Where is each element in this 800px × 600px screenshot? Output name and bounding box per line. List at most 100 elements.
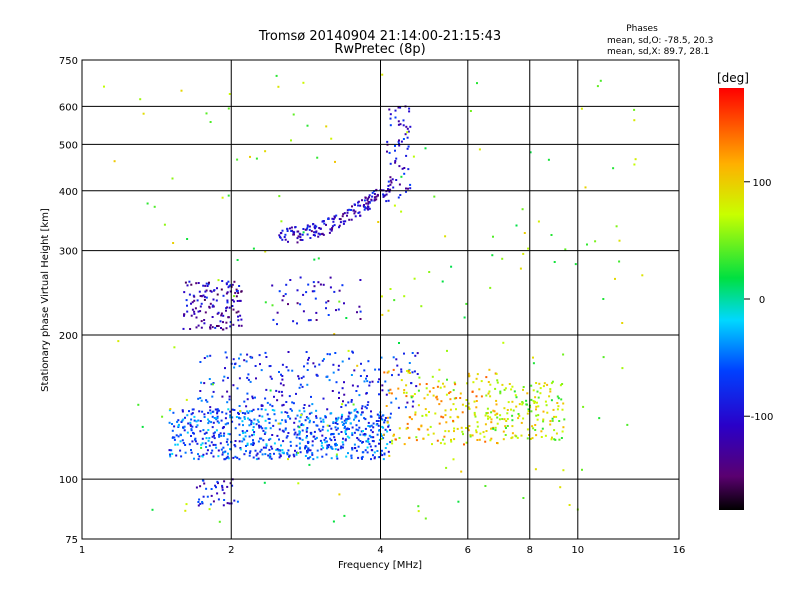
data-point: [339, 218, 342, 221]
data-point: [330, 229, 333, 232]
data-point: [449, 391, 452, 393]
data-point: [201, 502, 204, 505]
data-point: [319, 283, 322, 286]
data-point: [321, 441, 323, 444]
data-point: [407, 369, 410, 372]
data-point: [183, 313, 186, 316]
data-point: [356, 385, 359, 388]
data-point: [236, 158, 239, 161]
data-point: [424, 147, 427, 150]
data-point: [189, 328, 192, 330]
x-ticks: 1 2 4 6 8 10 16: [79, 545, 686, 556]
data-point: [343, 302, 345, 305]
data-point: [254, 449, 257, 452]
data-point: [235, 288, 238, 291]
data-point: [184, 281, 187, 284]
data-point: [535, 434, 538, 437]
data-point: [194, 438, 196, 441]
data-point: [197, 419, 200, 422]
data-point: [223, 432, 226, 435]
data-point: [312, 281, 315, 284]
data-point: [415, 436, 418, 439]
data-point: [226, 390, 229, 393]
data-point: [324, 416, 327, 419]
data-point: [287, 351, 290, 353]
data-point: [361, 451, 364, 454]
data-point: [537, 396, 540, 399]
data-point: [240, 324, 243, 327]
data-point: [234, 362, 237, 365]
data-point: [262, 439, 265, 442]
data-point: [260, 408, 263, 411]
data-point: [322, 397, 325, 400]
data-point: [290, 230, 293, 232]
data-point: [208, 305, 211, 308]
data-point: [378, 414, 381, 417]
data-point: [281, 229, 284, 232]
data-point: [397, 373, 400, 376]
data-point: [284, 238, 287, 241]
data-point: [321, 220, 324, 223]
data-point: [410, 382, 413, 385]
data-point: [408, 436, 411, 439]
data-point: [402, 119, 405, 122]
data-point: [457, 416, 460, 419]
data-point: [332, 421, 335, 424]
data-point: [216, 480, 219, 483]
data-point: [198, 290, 201, 293]
data-point: [302, 81, 305, 84]
data-point: [559, 384, 562, 387]
data-point: [375, 195, 378, 198]
data-point: [307, 319, 310, 322]
data-point: [337, 364, 340, 367]
data-point: [271, 405, 274, 408]
data-point: [485, 412, 488, 415]
data-point: [278, 428, 281, 431]
data-point: [403, 389, 406, 391]
data-point: [212, 390, 215, 393]
data-point: [368, 381, 371, 384]
data-point: [468, 425, 471, 427]
data-point: [271, 304, 274, 307]
data-point: [141, 425, 144, 428]
data-point: [326, 424, 329, 427]
data-point: [216, 287, 218, 290]
data-point: [387, 370, 390, 373]
data-point: [550, 382, 553, 385]
data-point: [314, 297, 317, 300]
data-point: [398, 427, 401, 430]
data-point: [309, 431, 312, 434]
data-point: [200, 295, 203, 298]
data-point: [334, 438, 336, 441]
data-point: [520, 421, 523, 424]
data-point: [490, 437, 493, 440]
data-point: [315, 415, 318, 418]
data-point: [526, 412, 529, 415]
data-point: [180, 89, 183, 92]
data-point: [392, 434, 395, 437]
data-point: [238, 440, 241, 443]
data-point: [390, 392, 393, 395]
data-point: [200, 381, 203, 384]
data-point: [402, 124, 405, 127]
data-point: [515, 396, 518, 399]
data-point: [207, 439, 210, 442]
x-tick-label: 6: [465, 545, 471, 556]
data-point: [231, 305, 234, 307]
data-point: [151, 508, 154, 511]
data-point: [381, 384, 384, 387]
data-point: [503, 407, 506, 410]
data-point: [364, 206, 366, 209]
data-point: [312, 234, 315, 236]
data-point: [472, 381, 475, 384]
data-point: [210, 290, 213, 293]
data-point: [193, 310, 196, 313]
data-point: [237, 411, 239, 414]
data-point: [257, 420, 260, 423]
data-point: [309, 319, 312, 322]
data-point: [113, 160, 116, 163]
data-point: [351, 448, 354, 451]
data-point: [400, 210, 403, 213]
data-point: [496, 422, 499, 425]
data-point: [490, 411, 493, 414]
